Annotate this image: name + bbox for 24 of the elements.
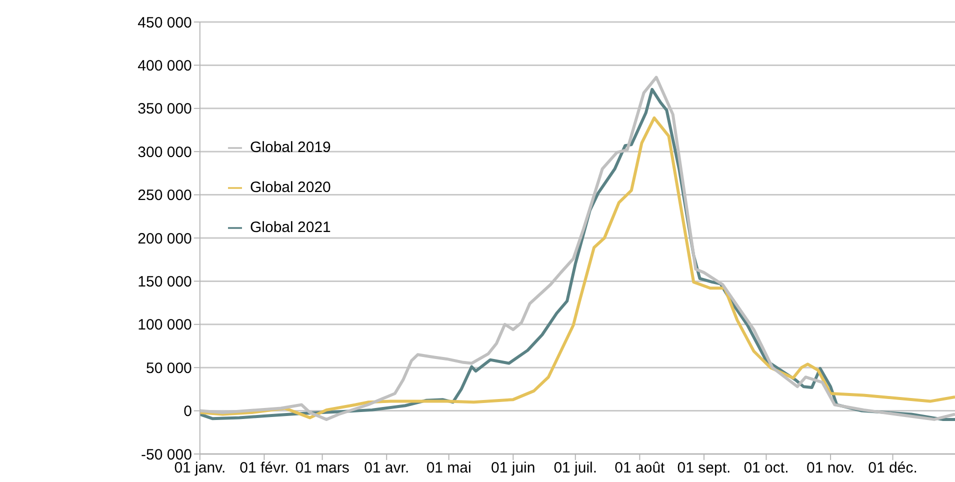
legend-label: Global 2021 xyxy=(250,219,331,236)
y-tick-label: 100 000 xyxy=(138,316,192,334)
legend-label: Global 2020 xyxy=(250,179,331,196)
y-tick-label: 50 000 xyxy=(146,360,192,377)
x-tick-label: 01 févr. xyxy=(240,460,289,477)
y-tick-label: 300 000 xyxy=(138,144,192,161)
x-tick-label: 01 sept. xyxy=(677,460,731,477)
y-tick-label: 250 000 xyxy=(138,187,192,204)
x-tick-label: 01 mars xyxy=(295,460,350,477)
y-tick-label: 450 000 xyxy=(138,14,192,32)
y-tick-label: 150 000 xyxy=(138,274,192,291)
x-tick-label: 01 oct. xyxy=(744,460,789,477)
x-tick-label: 01 août xyxy=(614,460,666,477)
legend-label: Global 2019 xyxy=(250,139,331,156)
x-tick-label: 01 déc. xyxy=(868,460,918,477)
y-tick-label: 0 xyxy=(184,403,192,420)
y-tick-label: 350 000 xyxy=(138,100,192,118)
x-tick-label: 01 juin xyxy=(491,460,536,477)
y-tick-label: 400 000 xyxy=(138,58,192,75)
x-tick-label: 01 mai xyxy=(426,460,472,477)
y-tick-label: 200 000 xyxy=(138,230,192,248)
x-tick-label: 01 avr. xyxy=(364,460,410,477)
x-tick-label: 01 nov. xyxy=(806,460,855,477)
x-tick-label: 01 juil. xyxy=(554,460,598,477)
